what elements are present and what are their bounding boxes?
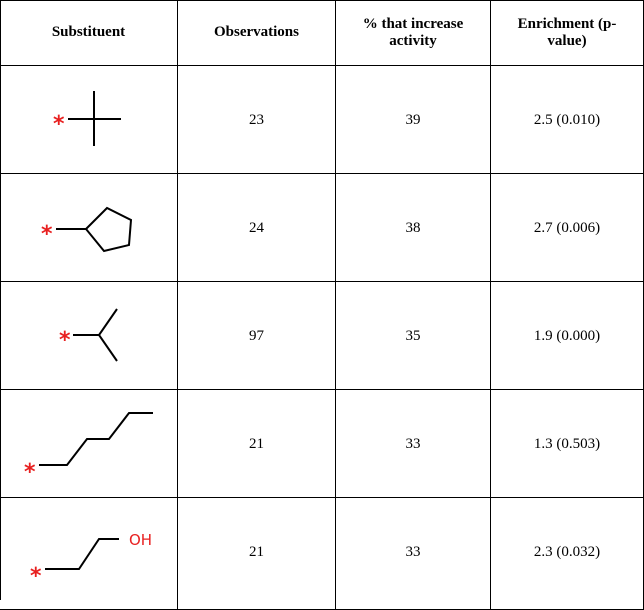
cell-text: Substituent	[51, 24, 126, 40]
cell-text: 2.5 (0.010)	[533, 112, 601, 128]
header-cell: Observations	[178, 0, 336, 66]
cell-text: 39	[405, 112, 421, 128]
table-cell: 21	[178, 390, 336, 498]
attachment: *	[24, 460, 36, 485]
structure-cell	[0, 66, 178, 174]
tert-butyl: *	[53, 91, 121, 146]
structure-cell	[0, 390, 178, 498]
attachment: *	[53, 112, 65, 137]
cell-text: 24	[249, 220, 264, 236]
cell-text: 35	[405, 328, 421, 344]
cell-text: Enrichment (p-value)	[517, 15, 617, 49]
cell-text: 2.7 (0.006)	[533, 220, 601, 236]
hydroxyethyl: * OH	[30, 531, 152, 589]
table-cell: 33	[336, 390, 491, 498]
attachment: *	[41, 222, 53, 247]
table-cell: 97	[178, 282, 336, 390]
table-cell: 35	[336, 282, 491, 390]
cell-text: 33	[405, 544, 421, 560]
cell-text: 33	[405, 436, 421, 452]
group-label: OH	[129, 531, 152, 549]
attachment: *	[30, 564, 42, 589]
attachment: *	[59, 328, 71, 353]
table-cell: 23	[178, 66, 336, 174]
pentyl: *	[24, 412, 153, 485]
structure-cell	[0, 174, 178, 282]
table-cell: 24	[178, 174, 336, 282]
structure-cell	[0, 282, 178, 390]
cell-text: 21	[249, 436, 264, 452]
cell-text: Observations	[213, 24, 299, 40]
isopropyl: *	[59, 308, 118, 362]
cell-text: 23	[249, 112, 264, 128]
cell-text: 97	[249, 328, 264, 344]
cell-text: 1.3 (0.503)	[533, 436, 601, 452]
cell-text: 1.9 (0.000)	[533, 328, 601, 344]
cell-text: 21	[249, 544, 264, 560]
cell-text: 2.3 (0.032)	[533, 544, 601, 560]
cyclopentyl: *	[41, 206, 133, 253]
cell-text: 38	[405, 220, 421, 236]
table-cell: 39	[336, 66, 491, 174]
header-cell: Enrichment (p-value)	[491, 0, 644, 66]
table-cell: 38	[336, 174, 491, 282]
header-cell: Substituent	[0, 0, 178, 66]
cell-text: % that increase activity	[362, 15, 464, 49]
header-cell: % that increase activity	[336, 0, 491, 66]
